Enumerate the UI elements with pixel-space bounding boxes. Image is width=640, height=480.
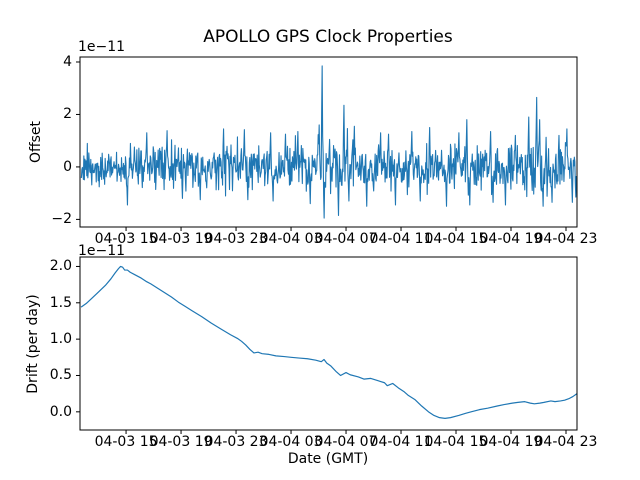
drift-x-tick-label: 04-04 11 — [369, 434, 433, 450]
drift-series-line — [80, 265, 577, 419]
offset-y-tick-label: 2 — [63, 106, 72, 123]
chart-title: APOLLO GPS Clock Properties — [203, 27, 453, 47]
offset-y-tick-label: −2 — [51, 211, 72, 228]
drift-x-tick-label: 04-04 03 — [259, 434, 323, 450]
offset-x-tick-label: 04-03 23 — [204, 231, 268, 247]
offset-y-tick-label: 4 — [63, 53, 72, 70]
drift-x-tick-label: 04-04 07 — [314, 434, 378, 450]
drift-x-tick-label: 04-04 23 — [534, 434, 598, 450]
drift-y-tick-label: 0.0 — [49, 403, 72, 420]
offset-y-tick-label: 0 — [63, 158, 72, 175]
drift-axis-multiplier: 1e−11 — [78, 243, 126, 259]
offset-series-line — [80, 65, 577, 219]
offset-axis-multiplier: 1e−11 — [78, 39, 126, 55]
offset-x-tick-label: 04-04 11 — [369, 231, 433, 247]
drift-ylabel: Drift (per day) — [25, 294, 41, 394]
drift-x-tick-label: 04-04 15 — [424, 434, 488, 450]
offset-ylabel: Offset — [28, 120, 44, 164]
drift-axes-box — [79, 256, 578, 431]
drift-x-tick-label: 04-04 19 — [479, 434, 543, 450]
drift-x-tick-label: 04-03 23 — [204, 434, 268, 450]
drift-y-tick-label: 1.0 — [49, 331, 72, 348]
offset-x-tick-label: 04-03 19 — [149, 231, 213, 247]
offset-x-tick-label: 04-04 23 — [534, 231, 598, 247]
drift-y-tick-label: 0.5 — [49, 367, 72, 384]
drift-x-tick-label: 04-03 15 — [94, 434, 158, 450]
offset-axes-box — [79, 56, 578, 228]
drift-y-tick-label: 2.0 — [49, 258, 72, 275]
drift-y-tick-label: 1.5 — [49, 294, 72, 311]
offset-x-tick-label: 04-03 15 — [94, 231, 158, 247]
date-xlabel: Date (GMT) — [287, 451, 369, 467]
drift-x-tick-label: 04-03 19 — [149, 434, 213, 450]
offset-x-tick-label: 04-04 03 — [259, 231, 323, 247]
offset-x-tick-label: 04-04 07 — [314, 231, 378, 247]
offset-x-tick-label: 04-04 19 — [479, 231, 543, 247]
offset-x-tick-label: 04-04 15 — [424, 231, 488, 247]
